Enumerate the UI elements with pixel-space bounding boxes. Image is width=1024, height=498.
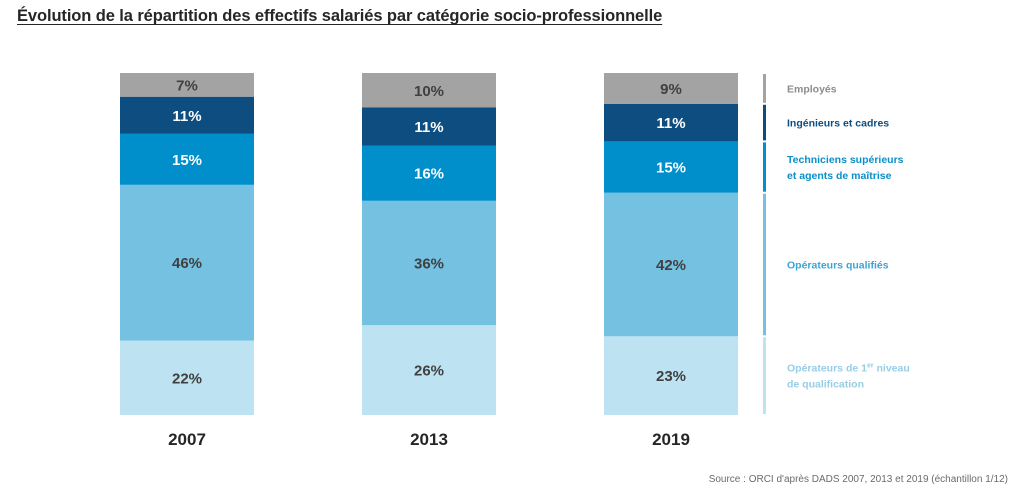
x-tick-label: 2007 xyxy=(168,430,206,449)
x-tick-label: 2019 xyxy=(652,430,690,449)
data-label: 46% xyxy=(172,255,202,272)
data-label: 16% xyxy=(414,166,444,183)
chart-title: Évolution de la répartition des effectif… xyxy=(17,7,663,25)
data-label: 42% xyxy=(656,257,686,274)
data-label: 15% xyxy=(172,152,202,169)
legend-label: Techniciens supérieurs et agents de maîtr… xyxy=(787,154,904,182)
x-tick-label: 2013 xyxy=(410,430,448,449)
legend-marker xyxy=(763,74,766,103)
bar-segment xyxy=(120,184,254,341)
bar-segment xyxy=(604,336,738,415)
legend-label: Opérateurs qualifiés xyxy=(787,260,889,272)
data-label: 10% xyxy=(414,83,444,100)
bar-segment xyxy=(604,103,738,142)
source-note: Source : ORCI d'après DADS 2007, 2013 et… xyxy=(708,474,1008,485)
data-label: 11% xyxy=(172,108,201,125)
bar-segment xyxy=(604,141,738,193)
bar-segment xyxy=(362,325,496,415)
data-label: 22% xyxy=(172,370,202,387)
bar-segment xyxy=(120,340,254,415)
data-label: 36% xyxy=(414,256,444,273)
legend-marker xyxy=(763,104,766,141)
legend-marker xyxy=(763,142,766,192)
data-label: 23% xyxy=(656,368,686,385)
data-label: 15% xyxy=(656,160,686,177)
bar-segment xyxy=(604,192,738,337)
bar-segment xyxy=(120,96,254,134)
bar-segment xyxy=(604,73,738,104)
legend-label: Opérateurs de 1er niveau de qualification xyxy=(787,363,910,391)
legend-marker xyxy=(763,337,766,414)
data-label: 11% xyxy=(414,119,443,136)
legend-label: Employés xyxy=(787,83,837,95)
bar-segment xyxy=(120,134,254,185)
legend-marker xyxy=(763,193,766,336)
bar-segment xyxy=(120,73,254,97)
bar-segment xyxy=(362,145,496,201)
data-label: 26% xyxy=(414,363,444,380)
bar-segment xyxy=(362,200,496,326)
data-label: 9% xyxy=(660,81,682,98)
data-label: 11% xyxy=(656,115,685,132)
bar-segment xyxy=(362,107,496,146)
data-label: 7% xyxy=(176,77,198,94)
legend-label: Ingénieurs et cadres xyxy=(787,118,889,130)
bar-segment xyxy=(362,73,496,108)
